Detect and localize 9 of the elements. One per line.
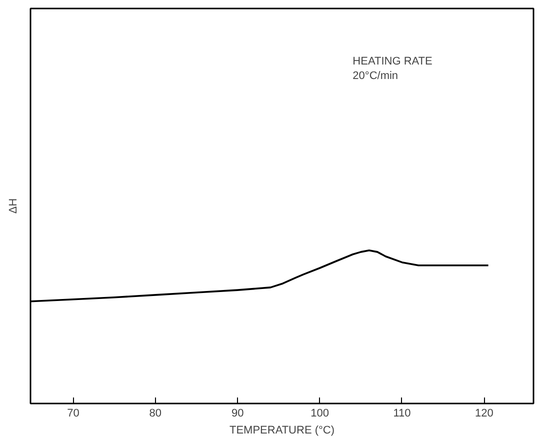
x-tick-label: 120 (475, 408, 494, 420)
y-axis-title: ΔH (8, 198, 20, 214)
text: HEATING RATE 20°C/min (352, 56, 432, 82)
x-tick-label: 80 (149, 408, 162, 420)
x-axis-title: TEMPERATURE (°C) (229, 424, 335, 436)
x-tick-label: 100 (310, 408, 329, 420)
x-tick-label: 90 (232, 408, 244, 420)
x-tick-label: 70 (67, 408, 80, 420)
x-tick-label: 110 (393, 408, 411, 420)
